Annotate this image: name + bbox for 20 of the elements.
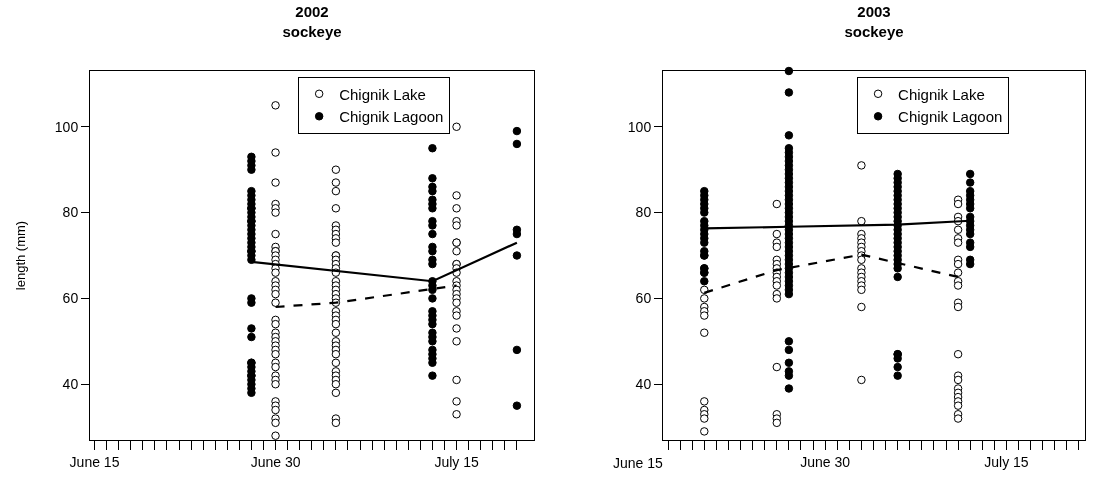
legend-label: Chignik Lagoon: [898, 108, 1003, 126]
x-tick-label: July 15: [984, 453, 1029, 470]
x-tick-label: June 30: [250, 453, 301, 470]
x-tick-label: June 15: [69, 453, 120, 470]
chart-title: 2002 sockeye: [282, 3, 342, 40]
y-tick-label: 60: [635, 290, 652, 307]
legend-label: Chignik Lagoon: [339, 108, 444, 126]
y-tick-label: 80: [635, 204, 652, 221]
y-tick-label: 40: [62, 376, 79, 393]
y-axis-title: length (mm): [12, 220, 28, 291]
legend-label: Chignik Lake: [339, 85, 426, 103]
x-tick-label: June 30: [800, 453, 851, 470]
y-tick-label: 80: [62, 204, 79, 221]
legend-label: Chignik Lake: [898, 85, 985, 103]
x-tick-label: July 15: [434, 453, 479, 470]
y-tick-label: 100: [627, 118, 652, 135]
y-tick-label: 60: [62, 290, 79, 307]
y-tick-label: 40: [635, 376, 652, 393]
y-tick-label: 100: [54, 118, 79, 135]
chart-title: 2003 sockeye: [844, 3, 904, 40]
